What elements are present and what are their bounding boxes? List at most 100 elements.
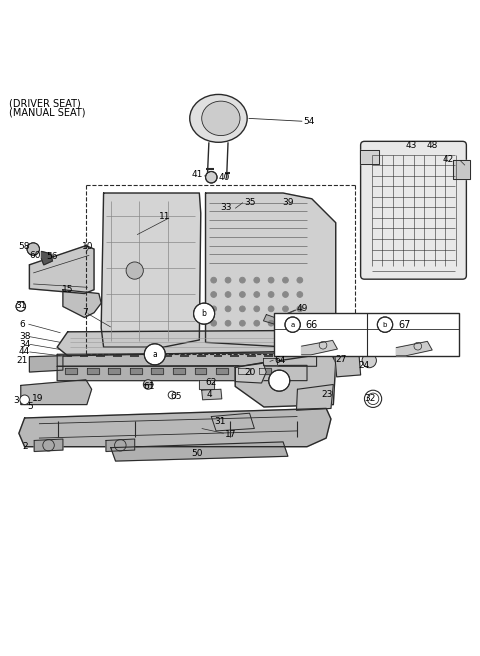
Text: 5: 5: [27, 403, 33, 411]
Polygon shape: [65, 368, 77, 374]
Polygon shape: [335, 351, 360, 377]
Polygon shape: [396, 341, 432, 356]
Polygon shape: [29, 356, 63, 372]
Polygon shape: [259, 368, 271, 374]
Text: 27: 27: [336, 355, 347, 363]
Circle shape: [283, 306, 288, 312]
Polygon shape: [235, 363, 266, 383]
Polygon shape: [202, 389, 222, 400]
Text: 34: 34: [19, 340, 30, 349]
Circle shape: [377, 317, 393, 333]
Text: 24: 24: [359, 361, 370, 370]
Text: (DRIVER SEAT): (DRIVER SEAT): [9, 98, 81, 108]
Text: 60: 60: [29, 251, 41, 260]
Circle shape: [225, 277, 231, 283]
Text: 11: 11: [158, 213, 170, 222]
Polygon shape: [235, 353, 336, 407]
Polygon shape: [57, 353, 317, 366]
Circle shape: [283, 320, 288, 326]
Text: 64: 64: [275, 356, 286, 365]
Polygon shape: [173, 368, 185, 374]
Circle shape: [297, 306, 303, 312]
Circle shape: [225, 306, 231, 312]
Circle shape: [20, 395, 29, 405]
Circle shape: [16, 302, 25, 311]
Text: b: b: [383, 321, 387, 327]
Circle shape: [211, 292, 216, 297]
Text: 48: 48: [427, 140, 438, 150]
Polygon shape: [57, 331, 322, 356]
Text: 66: 66: [306, 319, 318, 330]
Circle shape: [269, 370, 290, 391]
Text: (MANUAL SEAT): (MANUAL SEAT): [9, 108, 86, 118]
Circle shape: [211, 320, 216, 326]
Text: 21: 21: [16, 356, 27, 365]
Text: 54: 54: [304, 117, 315, 126]
Polygon shape: [301, 340, 337, 355]
Circle shape: [193, 303, 215, 324]
Circle shape: [268, 320, 274, 326]
Text: 65: 65: [170, 392, 181, 401]
Text: 33: 33: [220, 203, 231, 212]
Circle shape: [254, 306, 260, 312]
Circle shape: [268, 277, 274, 283]
Polygon shape: [29, 246, 94, 293]
Text: 42: 42: [443, 155, 454, 164]
Text: 58: 58: [18, 242, 29, 251]
Polygon shape: [57, 365, 307, 380]
Text: 50: 50: [191, 449, 203, 458]
Circle shape: [285, 317, 300, 333]
Text: 61: 61: [144, 382, 155, 391]
Polygon shape: [41, 251, 52, 265]
Polygon shape: [360, 150, 379, 164]
Circle shape: [240, 306, 245, 312]
Circle shape: [283, 277, 288, 283]
Circle shape: [268, 306, 274, 312]
Polygon shape: [101, 193, 201, 347]
Circle shape: [240, 320, 245, 326]
Text: 17: 17: [225, 430, 236, 439]
Circle shape: [297, 277, 303, 283]
Text: 38: 38: [19, 332, 30, 341]
Polygon shape: [297, 384, 333, 410]
Text: 44: 44: [19, 348, 30, 356]
Circle shape: [268, 292, 274, 297]
Polygon shape: [199, 380, 214, 389]
Bar: [275, 313, 459, 356]
Polygon shape: [453, 159, 470, 178]
Text: 2: 2: [23, 442, 28, 451]
Ellipse shape: [190, 94, 247, 142]
Circle shape: [144, 380, 153, 389]
Text: 19: 19: [32, 394, 44, 403]
Circle shape: [211, 277, 216, 283]
Circle shape: [240, 277, 245, 283]
Polygon shape: [216, 368, 228, 374]
Text: 6: 6: [19, 319, 24, 329]
Polygon shape: [34, 439, 63, 451]
Text: 15: 15: [62, 285, 73, 294]
Circle shape: [254, 277, 260, 283]
Text: 43: 43: [405, 140, 417, 150]
Circle shape: [225, 292, 231, 297]
Text: b: b: [202, 309, 206, 318]
Polygon shape: [205, 193, 336, 347]
Text: 56: 56: [46, 252, 58, 260]
Circle shape: [364, 390, 382, 407]
Polygon shape: [87, 368, 99, 374]
Text: 49: 49: [297, 304, 308, 314]
Text: a: a: [290, 321, 295, 327]
Circle shape: [168, 391, 176, 399]
Polygon shape: [111, 442, 288, 461]
Polygon shape: [130, 368, 142, 374]
Circle shape: [240, 292, 245, 297]
Circle shape: [144, 344, 165, 365]
Ellipse shape: [202, 101, 240, 136]
Polygon shape: [63, 290, 101, 318]
Text: 10: 10: [82, 242, 94, 251]
Text: 7: 7: [82, 308, 88, 318]
Circle shape: [283, 292, 288, 297]
Text: 62: 62: [205, 378, 217, 386]
Text: 3: 3: [13, 396, 19, 405]
Circle shape: [297, 320, 303, 326]
Circle shape: [211, 306, 216, 312]
